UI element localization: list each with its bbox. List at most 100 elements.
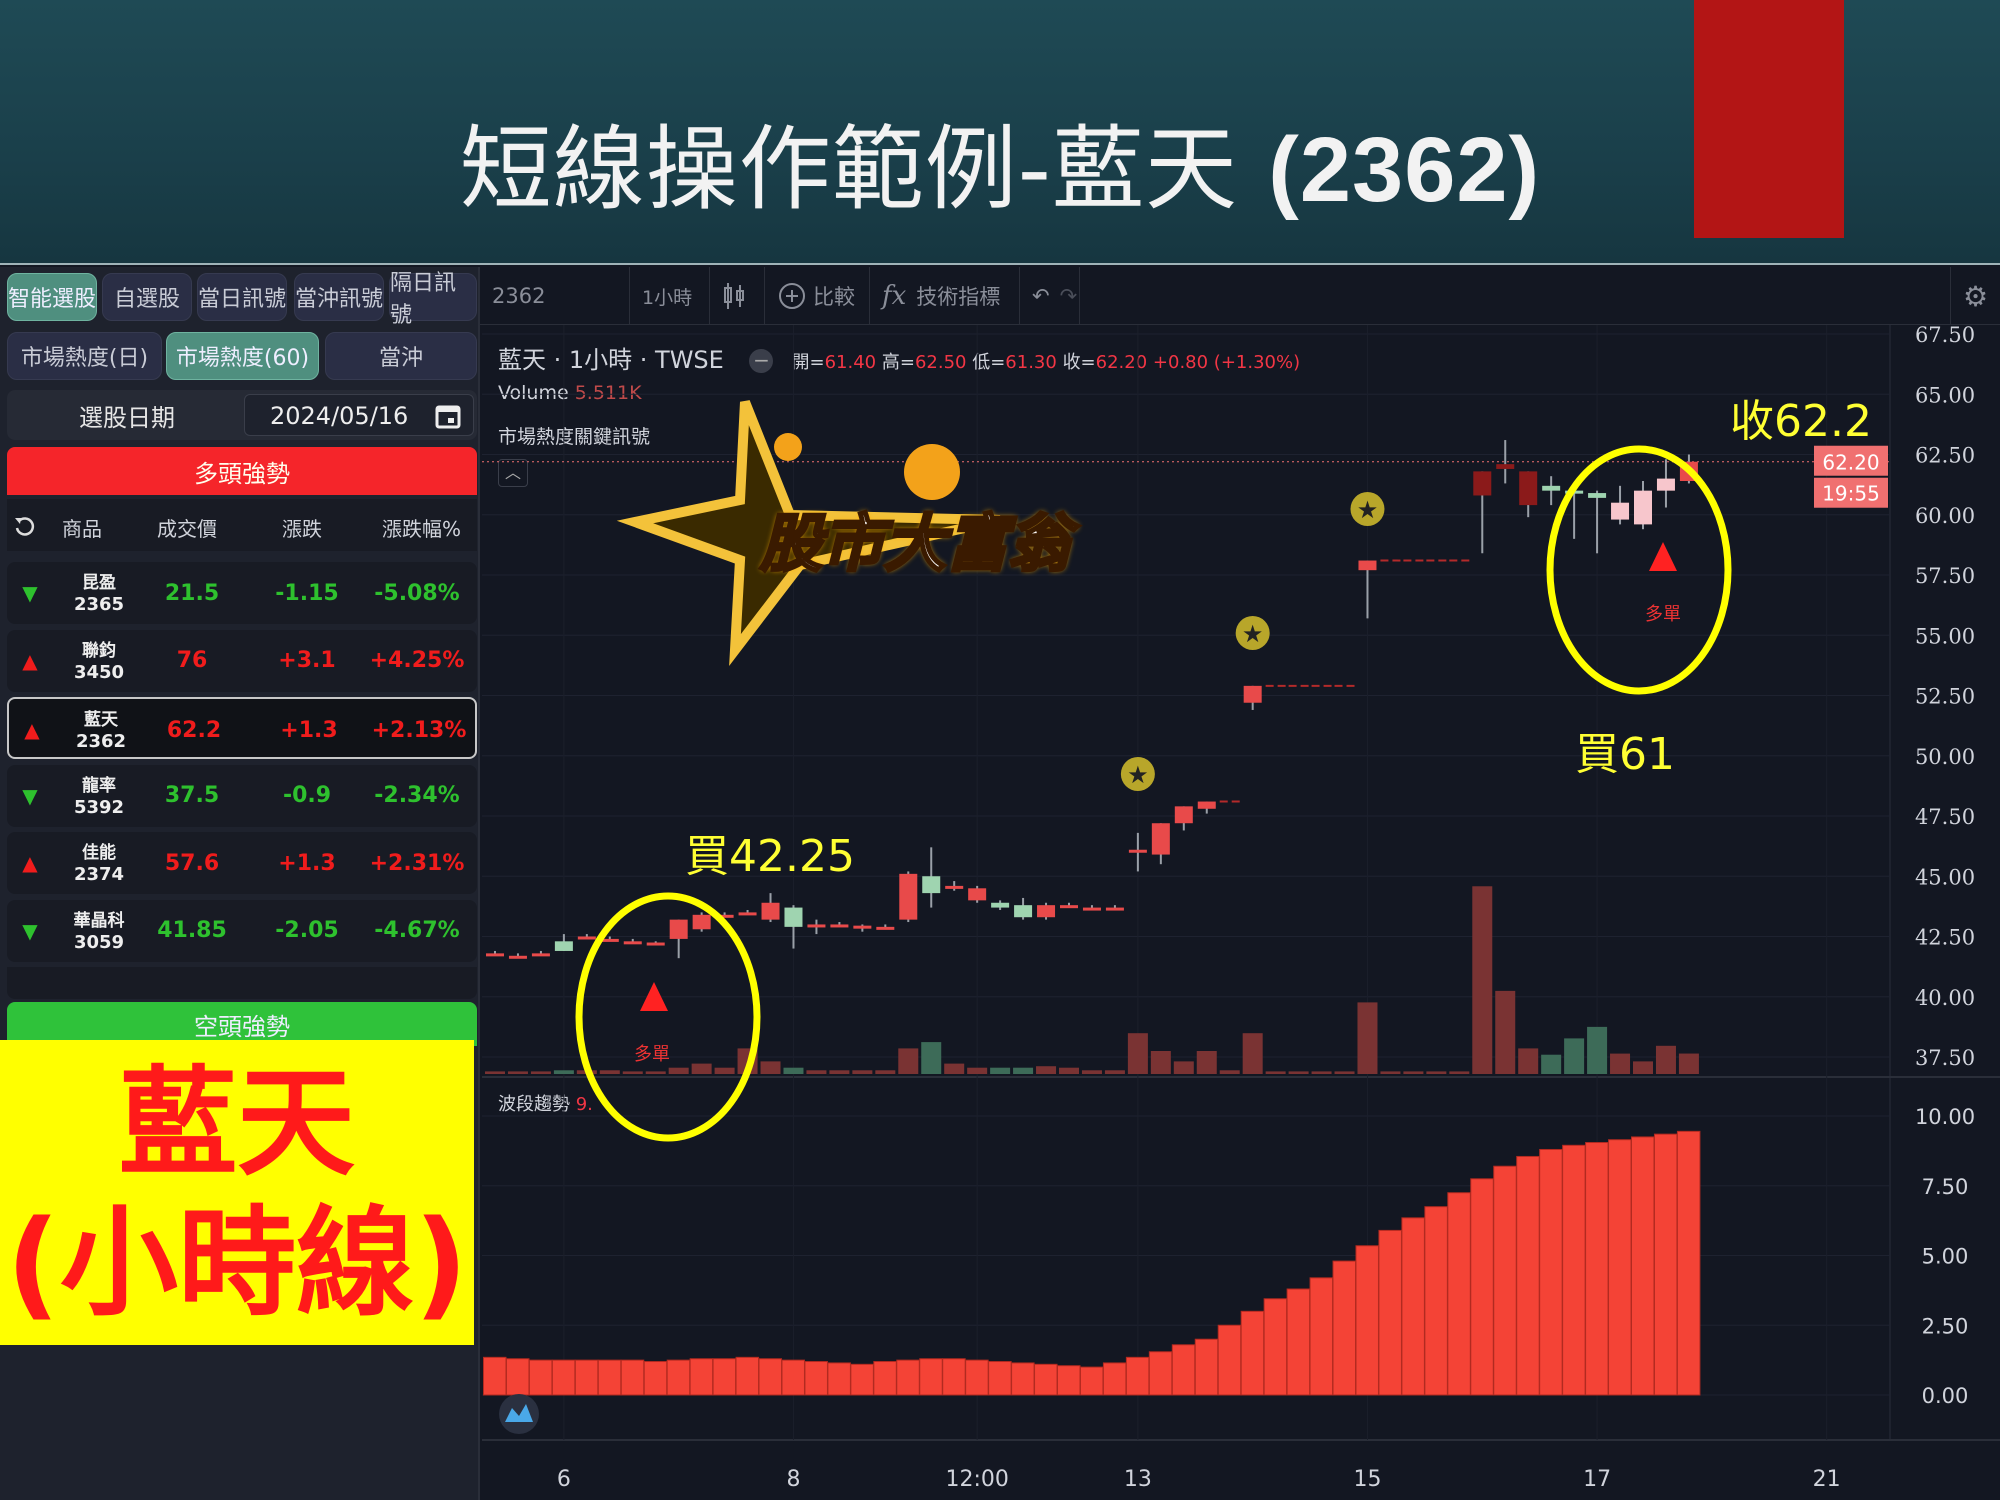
indicator-bar — [505, 1358, 530, 1396]
indicator-bar — [965, 1359, 989, 1396]
stock-price: 62.2 — [166, 717, 222, 743]
stock-price: 37.5 — [164, 783, 220, 808]
stock-change: +1.3 — [278, 850, 336, 876]
candle-body — [1611, 502, 1630, 520]
subtab-heat-daily[interactable]: 市場熱度(日) — [7, 332, 162, 380]
logo-text: 股市大富翁 — [758, 506, 1071, 582]
time-tick-label: 6 — [557, 1467, 571, 1492]
interval-button[interactable]: 1小時 — [630, 267, 710, 325]
indicator-bar — [483, 1356, 507, 1396]
subtab-heat-60[interactable]: 市場熱度(60) — [166, 332, 319, 380]
indicator-bar — [850, 1363, 874, 1396]
stock-name: 華晶科 — [73, 910, 125, 931]
price-tick-label: 57.50 — [1915, 564, 1975, 588]
tab-intraday-signal[interactable]: 當日訊號 — [197, 273, 287, 321]
slide-header: 短線操作範例-藍天 (2362) — [0, 0, 2000, 265]
refresh-icon[interactable] — [13, 515, 35, 537]
volume-bar — [1242, 1033, 1263, 1074]
long-label-1: 多單 — [634, 1044, 670, 1065]
candle-body — [922, 876, 941, 894]
logo-star-icon — [616, 400, 1002, 666]
undo-button[interactable]: ↶ ↷ — [1020, 267, 1080, 325]
indicator-tick-label: 0.00 — [1922, 1384, 1969, 1408]
candle-body — [1197, 801, 1216, 809]
open-label: 開= — [791, 352, 825, 373]
triangle-up-icon: ▲ — [22, 648, 38, 673]
indicator-bar — [574, 1359, 599, 1396]
bull-section-header: 多頭強勢 — [7, 447, 477, 495]
stock-name: 龍率 — [82, 775, 116, 796]
low-label: 低= — [972, 352, 1006, 373]
indicator-bar — [1194, 1338, 1219, 1396]
indicator-label: 波段趨勢 — [498, 1094, 570, 1115]
indicator-bar — [1125, 1356, 1150, 1396]
tab-watchlist[interactable]: 自選股 — [102, 273, 192, 321]
volume-value: 5.511K — [574, 382, 642, 404]
volume-bar — [921, 1042, 942, 1074]
candle-body — [1105, 907, 1124, 911]
indicator-bar — [528, 1359, 553, 1396]
volume-bar — [990, 1067, 1011, 1074]
indicator-bar — [1171, 1344, 1196, 1396]
indicator-bar — [942, 1358, 966, 1396]
candle-body — [1174, 806, 1193, 824]
volume-bar — [1426, 1071, 1447, 1074]
symbol-search[interactable]: 2362 — [480, 267, 630, 325]
compare-button[interactable]: 比較 — [765, 267, 870, 325]
indicator-bar — [1447, 1192, 1471, 1396]
volume-bar — [1036, 1066, 1057, 1074]
stock-code: 5392 — [73, 796, 125, 818]
redo-icon[interactable]: ↷ — [1059, 284, 1078, 308]
plus-circle-icon — [779, 283, 805, 309]
chart-area[interactable]: 2362 1小時 比較 fx 技術指標 ↶ ↷ ⚙ 藍天 · 1小時 · TWSE … — [480, 267, 2000, 1500]
star-glyph: ★ — [1357, 496, 1379, 524]
tab-smart-pick[interactable]: 智能選股 — [7, 273, 97, 321]
app-logo-icon — [499, 1394, 539, 1434]
indicator-bar — [1562, 1144, 1586, 1396]
indicator-bar — [988, 1361, 1012, 1396]
subtab-daytrade[interactable]: 當沖 — [325, 332, 477, 380]
volume-bar — [714, 1067, 735, 1074]
volume-bar — [829, 1070, 850, 1074]
candle-body — [945, 885, 964, 889]
collapse-legend-icon[interactable]: − — [749, 349, 774, 373]
indicator-bar — [735, 1356, 760, 1396]
indicators-button[interactable]: fx 技術指標 — [870, 267, 1020, 325]
signal-legend: 市場熱度關鍵訊號 — [498, 426, 651, 448]
stock-price: 57.6 — [164, 850, 220, 876]
triangle-up-icon: ▲ — [24, 718, 40, 742]
stock-row[interactable]: ▼ 華晶科 3059 41.85 -2.05 -4.67% — [7, 899, 477, 962]
candle-body — [1243, 685, 1262, 703]
indicator-legend: 波段趨勢 9. — [498, 1090, 593, 1116]
stock-row[interactable]: ▼ 龍率 5392 37.5 -0.9 -2.34% — [7, 764, 477, 827]
tab-daytrade-signal[interactable]: 當沖訊號 — [294, 273, 384, 321]
price-tick-label: 52.50 — [1915, 685, 1975, 709]
volume-bar — [760, 1061, 781, 1074]
triangle-up-icon: ▲ — [22, 851, 38, 875]
chevron-up-icon[interactable]: ︿ — [498, 459, 528, 487]
stock-name: 昆盈 — [82, 573, 116, 593]
candle-body — [1542, 485, 1561, 491]
candle-type-button[interactable] — [710, 267, 765, 325]
tab-nextday-signal[interactable]: 隔日訊號 — [389, 271, 477, 328]
stock-row[interactable]: ▲ 藍天 2362 62.2 +1.3 +2.13% — [7, 697, 477, 759]
settings-button[interactable]: ⚙ — [1950, 267, 2000, 325]
buy-triangle-icon — [1649, 542, 1677, 571]
indicator-bar — [1079, 1366, 1104, 1396]
stock-change-pct: -5.08% — [374, 580, 460, 606]
time-tick-label: 15 — [1353, 1467, 1381, 1492]
col-symbol: 商品 — [62, 517, 102, 541]
volume-bar — [1541, 1054, 1562, 1074]
stock-row[interactable]: ▲ 佳能 2374 57.6 +1.3 +2.31% — [7, 832, 477, 894]
calendar-icon[interactable] — [435, 403, 461, 429]
volume-bar — [1104, 1070, 1125, 1074]
time-tick-label: 21 — [1813, 1467, 1841, 1492]
date-input[interactable]: 2024/05/16 — [244, 394, 474, 436]
indicator-bar — [896, 1359, 920, 1396]
stock-row[interactable]: ▲ 聯鈞 3450 76 +3.1 +4.25% — [7, 629, 477, 692]
stock-row[interactable]: ▼ 昆盈 2365 21.5 -1.15 -5.08% — [7, 562, 477, 624]
indicator-bar — [873, 1361, 897, 1396]
indicator-bar — [712, 1358, 737, 1396]
stock-price: 41.85 — [157, 918, 227, 943]
